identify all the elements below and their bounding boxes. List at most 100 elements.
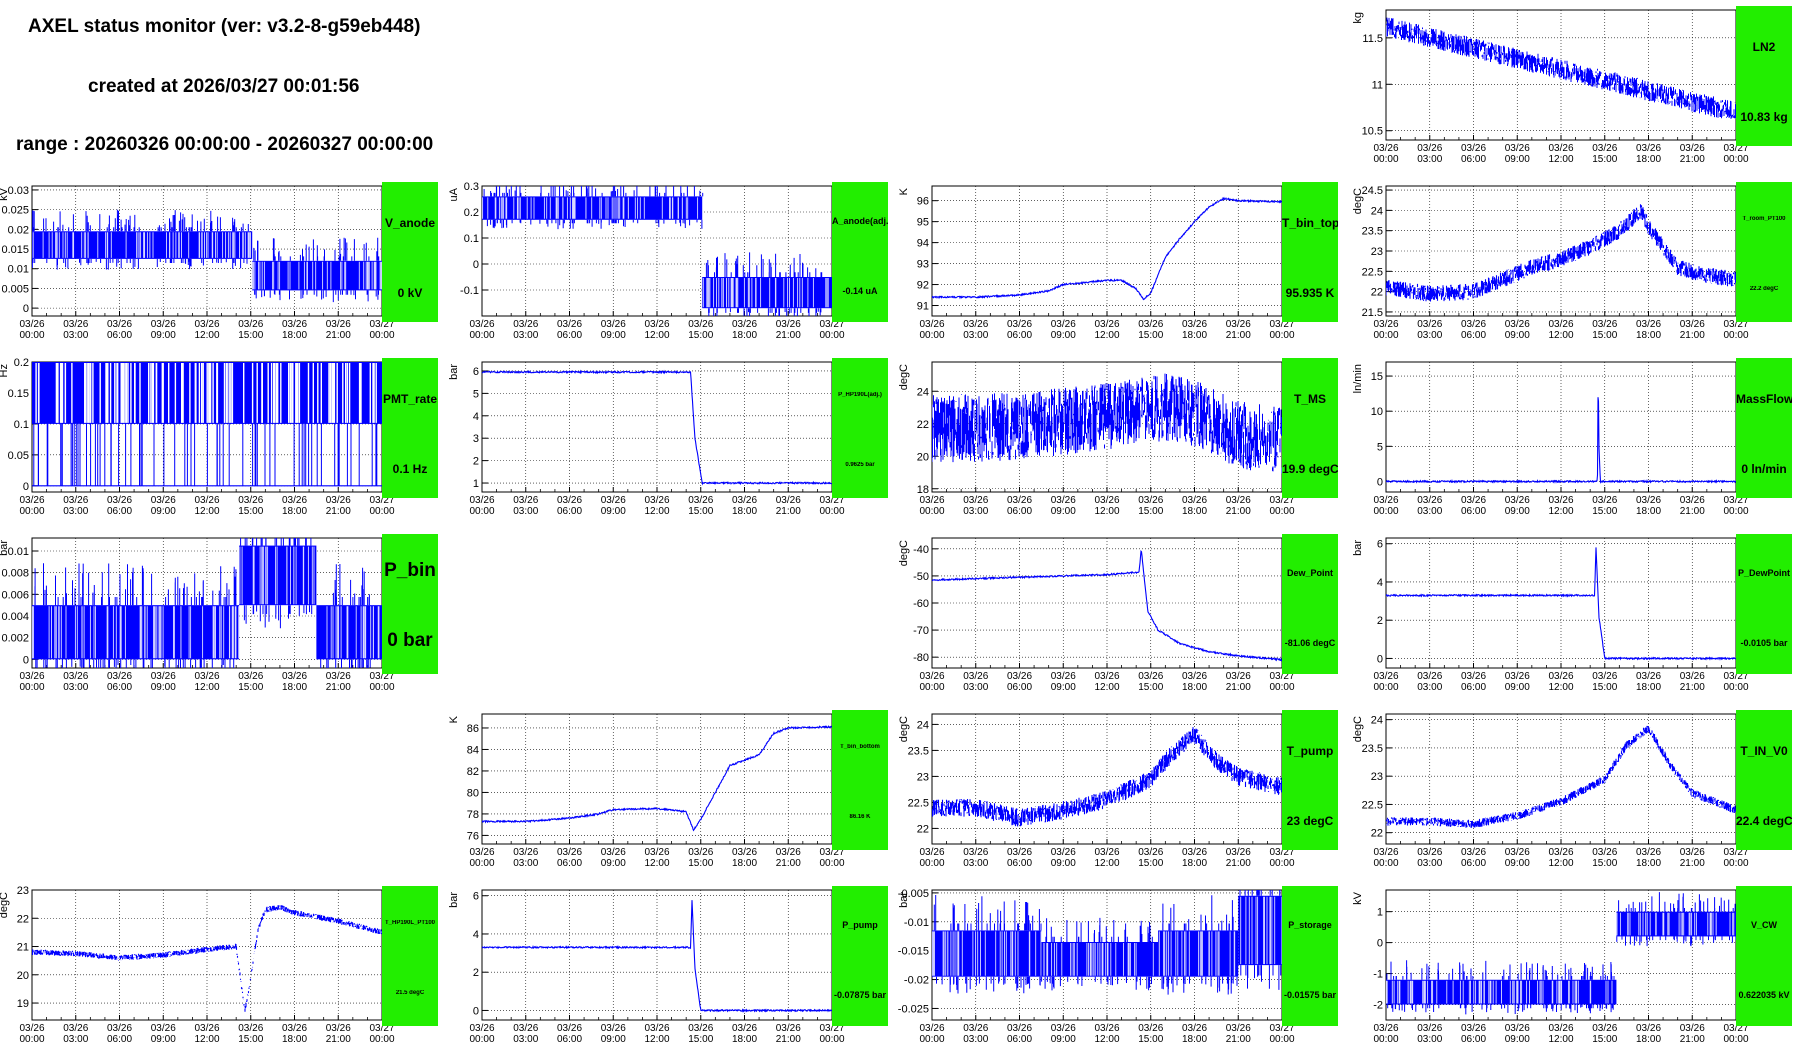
y-tick-label: 93 xyxy=(917,259,929,271)
y-axis-label: bar xyxy=(448,364,460,380)
y-tick-label: 5 xyxy=(473,388,479,400)
y-tick-label: 22 xyxy=(1371,828,1383,840)
y-tick-label: 6 xyxy=(1377,539,1383,551)
x-tick-label: 03/26 09:00 xyxy=(601,847,626,869)
status-box-p_dewpoint: P_DewPoint -0.0105 bar xyxy=(1736,534,1792,674)
y-tick-label: 6 xyxy=(473,366,479,378)
y-tick-label: 0.05 xyxy=(8,450,29,462)
status-name: P_pump xyxy=(842,920,878,930)
series-t_pump xyxy=(932,727,1282,827)
x-tick-label: 03/26 21:00 xyxy=(326,671,351,693)
x-tick-label: 03/26 06:00 xyxy=(557,319,582,341)
y-tick-label: 23 xyxy=(917,771,929,783)
x-tick-label: 03/27 00:00 xyxy=(1723,143,1748,165)
y-tick-label: 0.03 xyxy=(8,185,29,197)
plot-frame xyxy=(1385,361,1737,493)
status-box-p_bin: P_bin 0 bar xyxy=(382,534,438,674)
x-tick-label: 03/26 21:00 xyxy=(1680,1023,1705,1045)
x-tick-label: 03/27 00:00 xyxy=(1723,671,1748,693)
x-tick-label: 03/26 06:00 xyxy=(1461,1023,1486,1045)
x-tick-label: 03/26 06:00 xyxy=(1461,495,1486,517)
status-name: P_HP190L(adj.) xyxy=(838,392,882,398)
status-box-dew_point: Dew_Point -81.06 degC xyxy=(1282,534,1338,674)
panel-t_bin_bottom: 03/26 00:00 03/26 03:00 03/26 06:00 03/26 09:00… xyxy=(448,710,890,886)
status-name: V_anode xyxy=(384,216,435,230)
y-axis-label: bar xyxy=(448,892,460,908)
x-tick-label: 03/26 06:00 xyxy=(1007,847,1032,869)
panel-p_storage: 03/26 00:00 03/26 03:00 03/26 06:00 03/26 09:00… xyxy=(898,886,1340,1062)
status-name: P_storage xyxy=(1288,920,1332,930)
x-tick-label: 03/26 00:00 xyxy=(19,1023,44,1045)
status-box-t_bin_bottom: T_bin_bottom 86.16 K xyxy=(832,710,888,850)
x-tick-label: 03/26 00:00 xyxy=(1373,143,1398,165)
x-tick-label: 03/26 03:00 xyxy=(963,1023,988,1045)
series-p_pump xyxy=(482,900,832,1013)
x-tick-label: 03/26 00:00 xyxy=(1373,1023,1398,1045)
status-box-t_room_pt100: T_room_PT100 22.2 degC xyxy=(1736,182,1792,322)
y-tick-label: 0 xyxy=(23,654,29,666)
panel-dew_point: 03/26 00:00 03/26 03:00 03/26 06:00 03/26 09:00… xyxy=(898,534,1340,710)
x-tick-label: 03/26 06:00 xyxy=(557,495,582,517)
y-tick-label: 86 xyxy=(467,723,479,735)
chart-t_hp190l_pt100: 03/26 00:00 03/26 03:00 03/26 06:00 03/26 09:00… xyxy=(0,886,395,1045)
x-tick-label: 03/26 12:00 xyxy=(1094,1023,1119,1045)
x-tick-label: 03/26 21:00 xyxy=(1680,319,1705,341)
y-tick-label: 19 xyxy=(17,998,29,1010)
y-axis-label: degC xyxy=(898,540,910,566)
status-name: PMT_rate xyxy=(382,392,438,406)
status-box-ln2: LN2 10.83 kg xyxy=(1736,6,1792,146)
series-v_anode xyxy=(32,209,382,303)
status-box-t_pump: T_pump 23 degC xyxy=(1282,710,1338,850)
band-segment xyxy=(1158,930,1239,977)
y-tick-label: 0.2 xyxy=(464,207,479,219)
status-box-a_anode: A_anode(adj.) -0.14 uA xyxy=(832,182,888,322)
y-tick-label: 0.015 xyxy=(1,244,29,256)
app-title: AXEL status monitor (ver: v3.2-8-g59eb44… xyxy=(28,16,421,37)
status-name: T_room_PT100 xyxy=(1742,216,1786,222)
y-tick-label: 92 xyxy=(917,280,929,292)
y-tick-label: 80 xyxy=(467,787,479,799)
x-tick-label: 03/26 12:00 xyxy=(1548,847,1573,869)
status-name: T_bin_top xyxy=(1282,216,1338,230)
x-tick-label: 03/26 18:00 xyxy=(732,847,757,869)
y-tick-label: 1 xyxy=(473,478,479,490)
y-axis-label: bar xyxy=(1352,540,1364,556)
y-tick-label: 94 xyxy=(917,238,929,250)
series-t_ms xyxy=(932,373,1282,474)
x-tick-label: 03/26 15:00 xyxy=(1592,847,1617,869)
y-tick-label: 0.025 xyxy=(1,205,29,217)
x-tick-label: 03/26 15:00 xyxy=(238,319,263,341)
status-value: 19.9 degC xyxy=(1282,462,1338,476)
y-tick-label: 0 xyxy=(23,481,29,493)
x-tick-label: 03/26 12:00 xyxy=(1094,671,1119,693)
x-tick-label: 03/26 21:00 xyxy=(776,495,801,517)
y-axis-label: degC xyxy=(898,716,910,742)
panel-t_hp190l_pt100: 03/26 00:00 03/26 03:00 03/26 06:00 03/26 09:00… xyxy=(0,886,440,1062)
status-box-v_anode: V_anode 0 kV xyxy=(382,182,438,322)
y-tick-label: -40 xyxy=(913,544,929,556)
series-p_hp190l xyxy=(482,369,832,486)
y-tick-label: 23 xyxy=(1371,771,1383,783)
y-axis-label: kV xyxy=(0,187,10,201)
series-t_bin_bottom xyxy=(482,725,832,832)
status-value: 0.9625 bar xyxy=(845,462,875,468)
y-tick-label: 0.004 xyxy=(1,611,29,623)
x-tick-label: 03/26 09:00 xyxy=(151,671,176,693)
x-tick-label: 03/26 03:00 xyxy=(1417,847,1442,869)
band-segment xyxy=(32,605,240,660)
y-tick-label: 0.006 xyxy=(1,589,29,601)
x-tick-label: 03/27 00:00 xyxy=(1269,671,1294,693)
panel-p_hp190l: 03/26 00:00 03/26 03:00 03/26 06:00 03/26 09:00… xyxy=(448,358,890,534)
x-tick-label: 03/26 00:00 xyxy=(919,1023,944,1045)
x-tick-label: 03/26 15:00 xyxy=(1592,1023,1617,1045)
chart-t_in_v0: 03/26 00:00 03/26 03:00 03/26 06:00 03/26 09:00… xyxy=(1352,713,1749,869)
status-name: P_bin xyxy=(384,560,436,581)
x-tick-label: 03/27 00:00 xyxy=(1269,319,1294,341)
y-tick-label: 6 xyxy=(473,891,479,903)
plot-frame xyxy=(931,713,1283,845)
y-tick-label: -0.025 xyxy=(898,1003,929,1015)
y-tick-label: 0 xyxy=(1377,653,1383,665)
x-tick-label: 03/26 09:00 xyxy=(1505,671,1530,693)
chart-v_anode: 03/26 00:00 03/26 03:00 03/26 06:00 03/26 09:00… xyxy=(0,185,395,341)
band-segment xyxy=(316,605,382,660)
